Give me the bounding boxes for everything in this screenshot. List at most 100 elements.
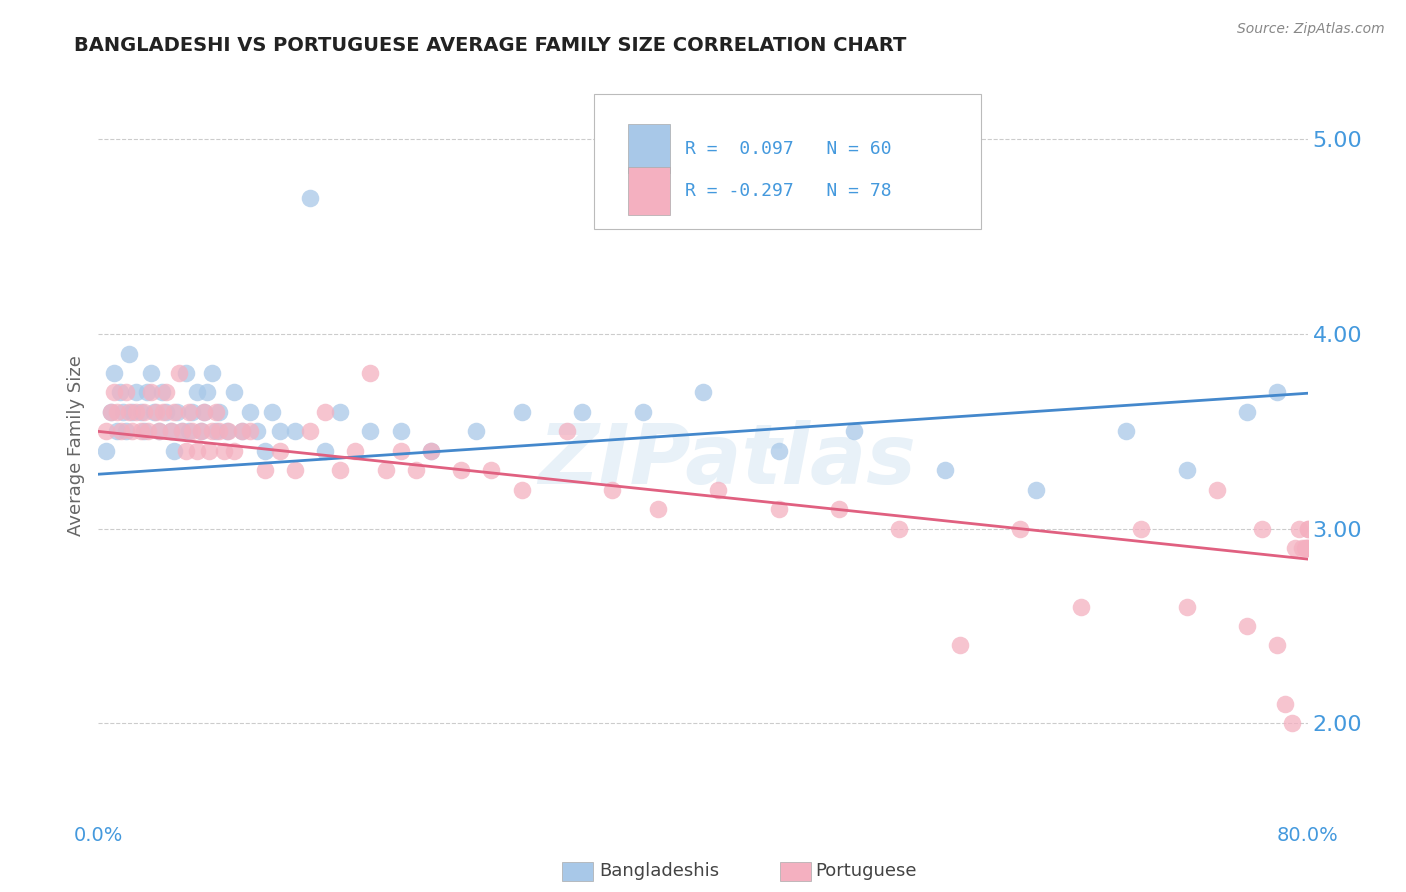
Point (253, 443, 276, 458)
Point (1295, 541, 1317, 556)
Point (602, 483, 624, 497)
Point (215, 425, 238, 439)
Point (186, 385, 208, 400)
Text: R = -0.297   N = 78: R = -0.297 N = 78 (685, 182, 891, 200)
Point (132, 425, 155, 439)
Text: BANGLADESHI VS PORTUGUESE AVERAGE FAMILY SIZE CORRELATION CHART: BANGLADESHI VS PORTUGUESE AVERAGE FAMILY… (75, 36, 907, 54)
Point (224, 385, 246, 400)
Point (555, 425, 578, 439)
Point (163, 405, 186, 419)
Point (108, 385, 131, 400)
Point (166, 405, 188, 419)
Point (844, 425, 866, 439)
FancyBboxPatch shape (628, 167, 671, 215)
Point (1010, 522, 1032, 536)
Point (329, 463, 352, 477)
Y-axis label: Average Family Size: Average Family Size (66, 356, 84, 536)
Point (205, 425, 228, 439)
Point (148, 425, 170, 439)
Text: R =  0.097   N = 60: R = 0.097 N = 60 (685, 139, 891, 158)
Point (125, 385, 148, 400)
Point (167, 366, 190, 380)
Point (155, 405, 177, 419)
Point (205, 405, 228, 419)
Point (389, 443, 412, 458)
Point (1175, 599, 1198, 614)
Point (1296, 541, 1319, 556)
Point (155, 385, 177, 400)
Point (111, 405, 134, 419)
Point (828, 502, 851, 516)
Point (100, 405, 122, 419)
Point (465, 425, 488, 439)
Point (160, 425, 183, 439)
Point (212, 443, 235, 458)
Point (692, 385, 714, 400)
Point (284, 463, 307, 477)
Point (949, 639, 972, 653)
Point (510, 483, 533, 497)
Point (197, 443, 219, 458)
Point (105, 425, 128, 439)
Point (420, 443, 443, 458)
Point (1236, 619, 1258, 633)
Point (1236, 405, 1258, 419)
Point (174, 366, 197, 380)
Point (934, 463, 956, 477)
Point (239, 425, 262, 439)
Point (1024, 483, 1046, 497)
Point (374, 463, 396, 477)
Point (141, 385, 163, 400)
Point (114, 425, 136, 439)
Point (114, 385, 136, 400)
Point (170, 425, 193, 439)
Point (360, 366, 382, 380)
Point (314, 405, 336, 419)
Point (118, 405, 141, 419)
Point (190, 425, 212, 439)
FancyBboxPatch shape (628, 124, 671, 172)
Point (1291, 541, 1313, 556)
Point (1206, 483, 1229, 497)
Point (284, 425, 307, 439)
Text: ZIPatlas: ZIPatlas (538, 420, 917, 501)
Point (1296, 541, 1319, 556)
Point (1267, 385, 1289, 400)
Point (389, 425, 412, 439)
Point (190, 425, 212, 439)
Point (181, 405, 204, 419)
Point (631, 405, 654, 419)
Point (170, 425, 193, 439)
Point (208, 405, 231, 419)
Point (152, 405, 174, 419)
Point (208, 425, 231, 439)
Point (195, 385, 218, 400)
Point (174, 443, 197, 458)
Point (193, 405, 215, 419)
Point (1274, 697, 1296, 711)
Point (179, 425, 201, 439)
Point (103, 366, 125, 380)
Point (231, 425, 253, 439)
Point (889, 522, 911, 536)
Point (179, 405, 201, 419)
Point (121, 405, 143, 419)
Point (269, 443, 291, 458)
Point (231, 425, 253, 439)
Point (481, 463, 503, 477)
Point (768, 443, 790, 458)
Point (299, 191, 322, 205)
Point (1115, 425, 1137, 439)
Point (217, 425, 239, 439)
Point (450, 463, 472, 477)
Point (360, 425, 382, 439)
Point (118, 346, 141, 360)
Point (510, 405, 533, 419)
Point (1294, 541, 1316, 556)
Point (143, 405, 166, 419)
Point (329, 405, 352, 419)
Point (224, 443, 246, 458)
Point (1284, 541, 1306, 556)
Point (299, 425, 322, 439)
Point (135, 385, 157, 400)
